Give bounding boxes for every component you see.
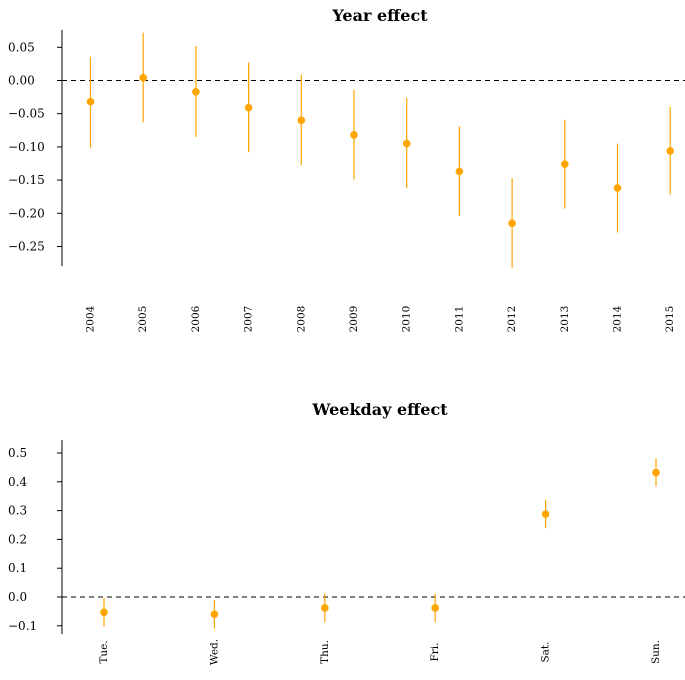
year-data-point (455, 167, 464, 176)
weekday-effect-marks (100, 458, 660, 629)
year-data-point (613, 184, 622, 192)
weekday-y-tick-label: 0.1 (8, 561, 27, 575)
weekday-data-point (541, 510, 550, 518)
year-y-tick-label: −0.05 (8, 107, 45, 121)
weekday-x-tick-label: Sat. (540, 641, 552, 662)
year-data-point (350, 131, 358, 139)
year-y-tick-label: −0.20 (8, 206, 45, 220)
year-x-tick-label: 2010 (401, 306, 413, 333)
year-x-tick-label: 2014 (612, 305, 624, 332)
year-y-tick-label: 0.00 (8, 74, 35, 88)
year-data-point (402, 139, 411, 148)
weekday-x-tick-label: Thu. (319, 640, 331, 664)
year-x-tick-label: 2008 (295, 306, 307, 333)
weekday-y-tick-label: 0.0 (8, 590, 27, 604)
year-x-tick-label: 2015 (664, 306, 676, 333)
weekday-y-tick-label: 0.2 (8, 532, 27, 546)
weekday-x-tick-label: Wed. (208, 639, 220, 665)
weekday-x-tick-label: Tue. (98, 640, 110, 663)
year-effect-marks (86, 32, 674, 268)
year-effect-x-ticks: 2004 2005 2006 2007 2008 2009 2010 2011 2012 2013… (85, 305, 677, 332)
year-data-point (192, 87, 200, 96)
weekday-effect-x-ticks: Tue. Wed. Thu. Fri. Sat. Sun. (98, 639, 662, 665)
weekday-effect-title: Weekday effect (311, 400, 448, 419)
year-y-tick-label: −0.15 (8, 173, 45, 187)
year-y-tick-label: −0.10 (8, 140, 45, 154)
year-x-tick-label: 2004 (85, 305, 97, 332)
year-x-tick-label: 2009 (348, 306, 360, 333)
weekday-y-tick-label: −0.1 (8, 619, 37, 633)
year-x-tick-label: 2011 (453, 306, 465, 333)
year-data-point (297, 116, 306, 125)
year-x-tick-label: 2012 (506, 306, 518, 333)
weekday-data-point (321, 604, 329, 612)
year-data-point (86, 97, 95, 106)
year-data-point (244, 103, 253, 112)
year-data-point (666, 147, 674, 155)
year-y-tick-label: −0.25 (8, 240, 45, 254)
weekday-data-point (210, 610, 219, 619)
weekday-data-point (431, 604, 440, 612)
year-effect-y-ticks: 0.05 0.00 −0.05 −0.10 −0.15 −0.20 −0.25 (8, 40, 62, 254)
year-data-point (508, 219, 516, 228)
year-x-tick-label: 2007 (243, 306, 255, 333)
year-data-point (561, 160, 569, 168)
year-x-tick-label: 2013 (559, 306, 571, 333)
year-y-tick-label: 0.05 (8, 40, 35, 54)
weekday-data-point (652, 468, 660, 477)
weekday-x-tick-label: Fri. (429, 642, 441, 661)
weekday-effect-panel: Weekday effect 0.5 0.4 0.3 0.2 0.1 0.0 −0.1 Tu… (8, 400, 685, 665)
year-x-tick-label: 2006 (190, 305, 202, 332)
year-effect-panel: Year effect 0.05 0.00 −0.05 −0.10 −0.15 −0.20… (8, 6, 685, 332)
weekday-x-tick-label: Sun. (650, 640, 662, 664)
year-effect-title: Year effect (331, 6, 428, 25)
weekday-effect-y-ticks: 0.5 0.4 0.3 0.2 0.1 0.0 −0.1 (8, 446, 62, 633)
weekday-y-tick-label: 0.5 (8, 446, 27, 460)
year-data-point (139, 74, 147, 82)
year-x-tick-label: 2005 (137, 306, 149, 333)
weekday-y-tick-label: 0.4 (8, 475, 27, 489)
weekday-data-point (100, 608, 108, 617)
weekday-y-tick-label: 0.3 (8, 504, 27, 518)
